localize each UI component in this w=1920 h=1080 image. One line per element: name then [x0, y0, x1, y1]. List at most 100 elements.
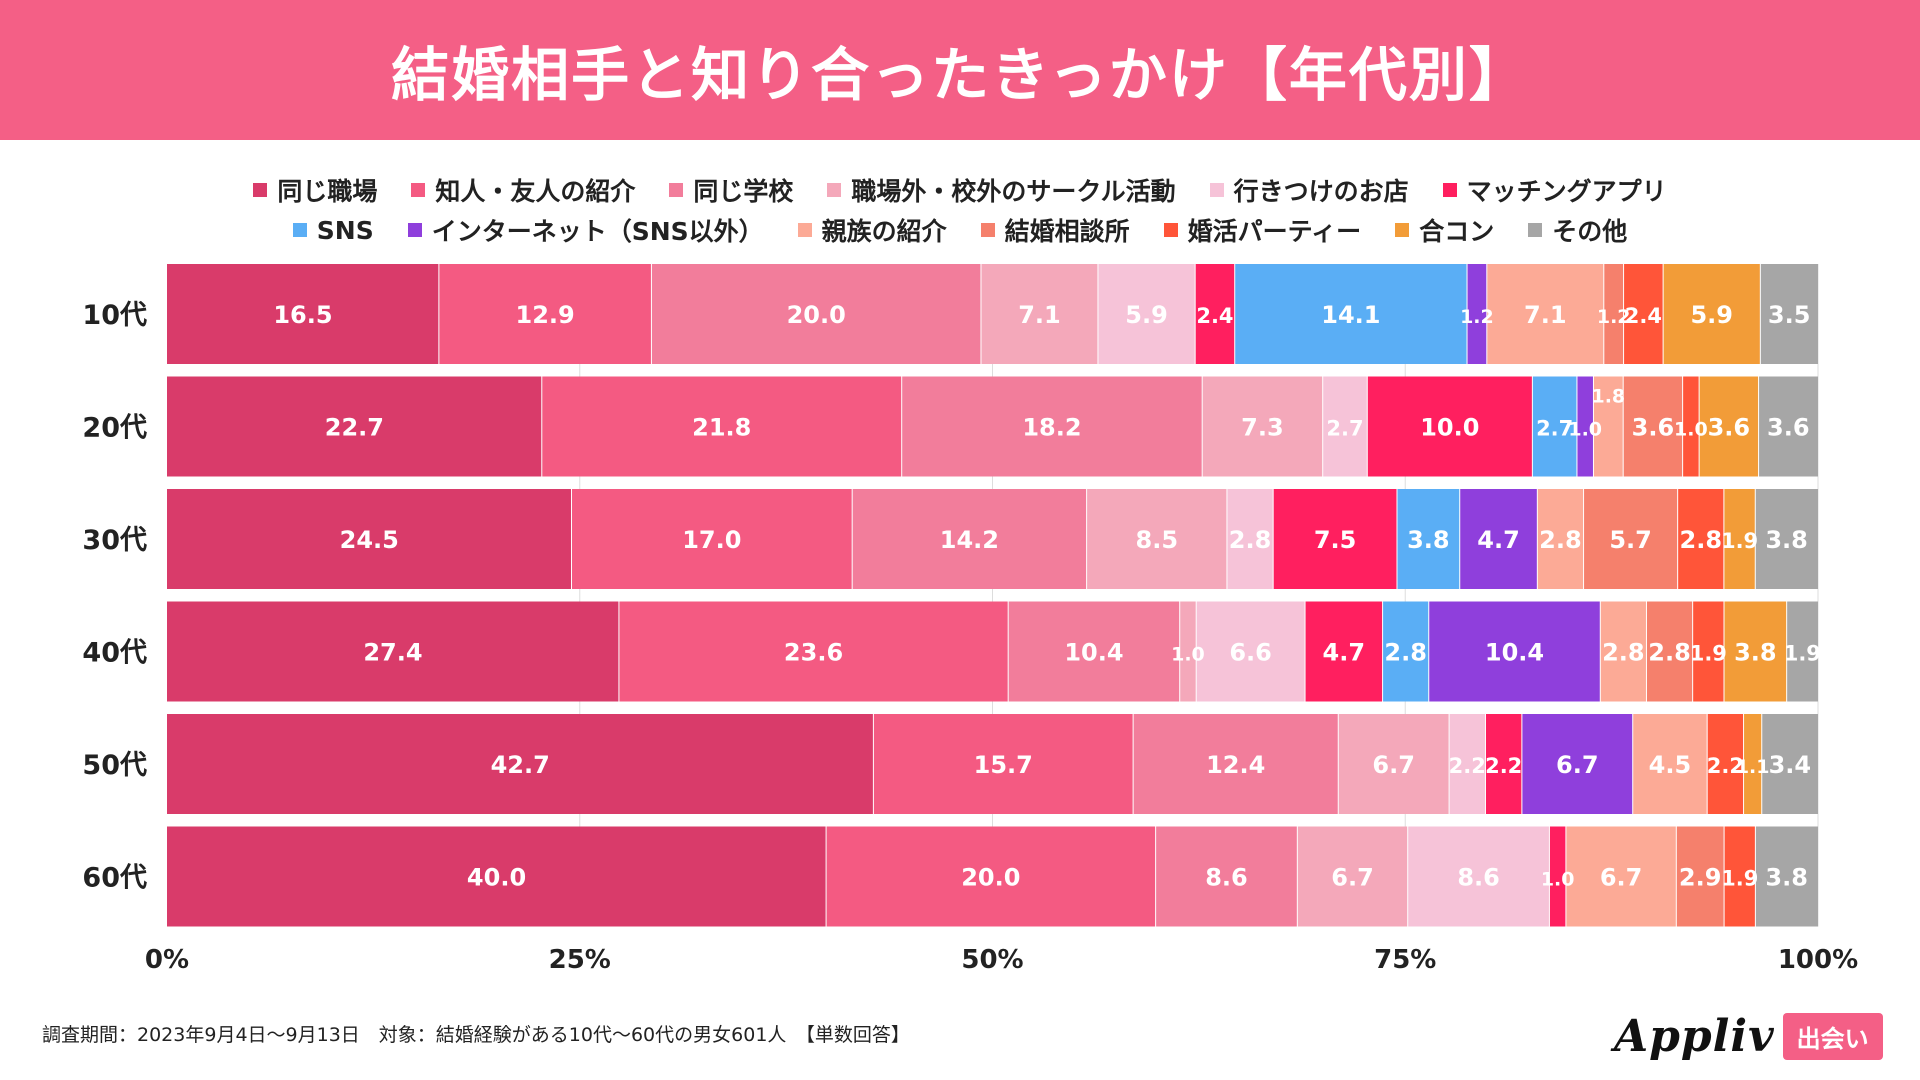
legend-label: 合コン — [1419, 217, 1495, 246]
legend-label: SNS — [316, 215, 374, 245]
legend-label: マッチングアプリ — [1466, 177, 1667, 206]
data-label: 4.7 — [1477, 526, 1520, 554]
legend-label: インターネット（SNS以外） — [431, 217, 764, 246]
data-label: 1.8 — [1591, 386, 1625, 408]
legend-swatch — [1528, 223, 1543, 237]
legend-swatch — [292, 223, 307, 237]
bar-segment — [1196, 601, 1306, 702]
bar-segment — [1692, 601, 1724, 702]
data-label: 27.4 — [363, 639, 422, 667]
bar-segment — [1521, 714, 1633, 814]
data-label: 4.5 — [1649, 751, 1692, 779]
bar-segment — [1593, 376, 1624, 477]
bar-segment — [1537, 489, 1584, 589]
legend-item: 行きつけのお店 — [1209, 172, 1409, 208]
data-label: 2.2 — [1485, 754, 1522, 778]
x-tick-label: 50% — [961, 945, 1023, 975]
data-label: 6.7 — [1556, 751, 1599, 779]
legend-row: SNS インターネット（SNS以外） 親族の紹介 結婚相談所 婚活パーティー 合コン その他 — [292, 212, 1628, 248]
bar-segment — [167, 714, 874, 814]
bar-segment — [1234, 264, 1468, 364]
x-tick-label: 25% — [549, 945, 611, 975]
bar-segment — [1682, 376, 1700, 477]
data-label: 18.2 — [1022, 414, 1081, 442]
data-label: 2.4 — [1625, 304, 1662, 328]
x-tick-label: 75% — [1374, 945, 1436, 975]
data-label: 15.7 — [974, 751, 1033, 779]
data-label: 8.5 — [1136, 526, 1179, 554]
bar-segment — [1758, 376, 1818, 477]
bar-segment — [1195, 264, 1235, 364]
legend-swatch — [1442, 183, 1457, 197]
data-label: 1.1 — [1736, 756, 1770, 778]
bar-segment — [1755, 826, 1818, 927]
bar-segment — [1603, 264, 1624, 364]
bar-segment — [1600, 601, 1647, 702]
bar-segment — [1699, 376, 1759, 477]
data-label: 6.7 — [1331, 864, 1374, 892]
legend-swatch — [1395, 223, 1410, 237]
legend-label: その他 — [1552, 217, 1628, 246]
bar-segment — [1338, 714, 1450, 814]
bar-segment — [1632, 714, 1708, 814]
bar-segment — [1707, 714, 1744, 814]
data-label: 5.7 — [1609, 526, 1652, 554]
data-label: 12.4 — [1206, 751, 1265, 779]
bar-segment — [1743, 714, 1762, 814]
legend-label: 職場外・校外のサークル活動 — [851, 177, 1176, 206]
data-label: 1.9 — [1721, 867, 1758, 891]
bar-segment — [1086, 489, 1227, 589]
bar-segment — [618, 601, 1009, 702]
legend-label: 同じ学校 — [693, 177, 794, 206]
data-label: 2.7 — [1536, 417, 1573, 441]
bar-segment — [167, 826, 827, 927]
bar-segment — [1663, 264, 1761, 364]
bar-segment — [167, 264, 439, 364]
bar-segment — [1485, 714, 1522, 814]
bar-segment — [1760, 264, 1818, 364]
brand-logo: Appliv 出会い — [1614, 1010, 1884, 1062]
bar-segment — [1305, 601, 1383, 702]
bar-segment — [1676, 826, 1725, 927]
bar-segment — [1761, 714, 1818, 814]
data-label: 3.4 — [1769, 751, 1812, 779]
data-label: 10.0 — [1420, 414, 1479, 442]
data-label: 6.6 — [1229, 639, 1272, 667]
bar-segment — [1565, 826, 1677, 927]
category-label: 20代 — [82, 413, 147, 444]
data-label: 2.8 — [1648, 639, 1691, 667]
data-label: 8.6 — [1457, 864, 1500, 892]
header-banner: 結婚相手と知り合ったきっかけ【年代別】 — [0, 0, 1920, 140]
legend-swatch — [797, 223, 812, 237]
bar-segment — [1576, 376, 1594, 477]
bar-segment — [901, 376, 1203, 477]
bar-segment — [1428, 601, 1601, 702]
legend-label: 結婚相談所 — [1004, 217, 1130, 246]
legend-swatch — [827, 183, 842, 197]
data-label: 2.4 — [1196, 304, 1233, 328]
legend-item: 親族の紹介 — [797, 212, 947, 248]
data-label: 22.7 — [325, 414, 384, 442]
data-label: 12.9 — [516, 301, 575, 329]
bar-segment — [1723, 601, 1787, 702]
legend-swatch — [980, 223, 995, 237]
bar-segment — [1179, 601, 1197, 702]
data-label: 7.1 — [1524, 301, 1567, 329]
category-label: 60代 — [82, 863, 147, 894]
legend-swatch — [253, 183, 268, 197]
bar-segment — [1367, 376, 1533, 477]
data-label: 3.6 — [1632, 414, 1675, 442]
bar-segment — [1486, 264, 1604, 364]
bar-segment — [167, 601, 619, 702]
data-label: 1.2 — [1597, 306, 1631, 328]
data-label: 7.1 — [1018, 301, 1061, 329]
bar-segment — [1322, 376, 1368, 477]
category-label: 40代 — [82, 638, 147, 669]
bar-segment — [1133, 714, 1339, 814]
data-label: 2.8 — [1680, 526, 1723, 554]
data-label: 42.7 — [491, 751, 550, 779]
data-label: 10.4 — [1485, 639, 1544, 667]
data-label: 40.0 — [467, 864, 526, 892]
data-label: 1.9 — [1690, 642, 1727, 666]
bar-segment — [1297, 826, 1408, 927]
